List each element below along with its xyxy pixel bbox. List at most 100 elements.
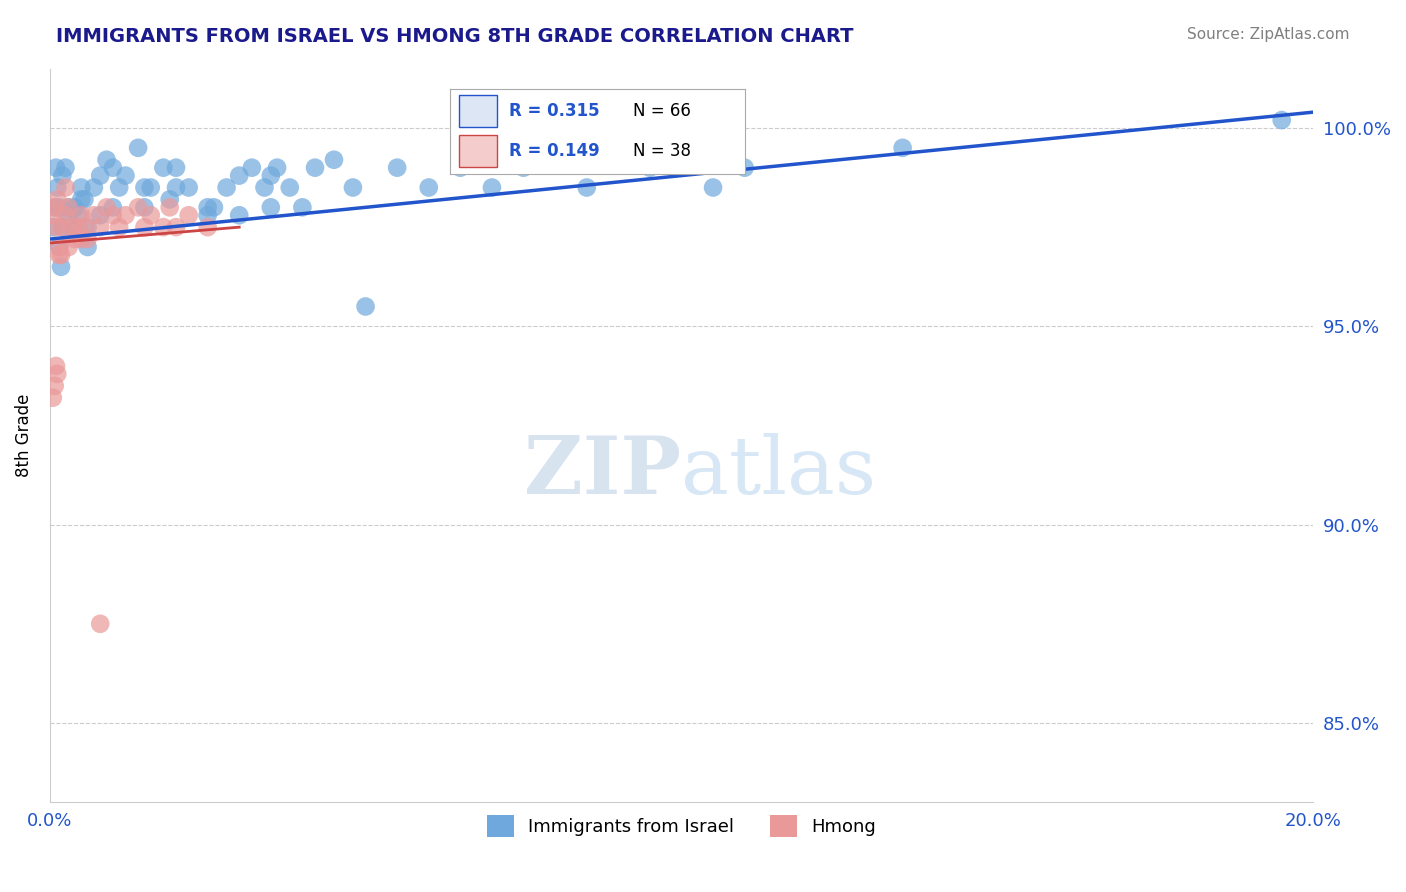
Point	[89, 169, 111, 183]
Text: atlas: atlas	[682, 434, 876, 511]
Point	[58, 240, 80, 254]
Point	[89, 220, 111, 235]
Point	[96, 153, 118, 167]
Point	[323, 153, 346, 167]
Point	[58, 200, 80, 214]
Point	[228, 169, 250, 183]
Point	[385, 161, 408, 175]
Point	[76, 232, 98, 246]
Point	[76, 240, 98, 254]
Point	[575, 180, 598, 194]
Point	[70, 180, 93, 194]
Point	[512, 161, 534, 175]
Point	[197, 200, 219, 214]
Point	[63, 200, 86, 214]
Point	[58, 208, 80, 222]
Point	[48, 248, 70, 262]
Point	[51, 169, 73, 183]
Point	[101, 200, 124, 214]
Point	[55, 161, 77, 175]
Point	[134, 220, 156, 235]
Point	[165, 161, 187, 175]
Point	[44, 379, 66, 393]
Text: Source: ZipAtlas.com: Source: ZipAtlas.com	[1187, 27, 1350, 42]
FancyBboxPatch shape	[458, 135, 498, 167]
Point	[215, 180, 238, 194]
Point	[114, 169, 136, 183]
Point	[418, 180, 440, 194]
Point	[152, 161, 174, 175]
Point	[449, 161, 471, 175]
Point	[159, 200, 181, 214]
Point	[45, 161, 67, 175]
Point	[89, 616, 111, 631]
Point	[291, 200, 314, 214]
Point	[134, 180, 156, 194]
Point	[240, 161, 263, 175]
Point	[266, 161, 288, 175]
Point	[60, 220, 83, 235]
Point	[83, 180, 105, 194]
Point	[177, 180, 200, 194]
Point	[76, 220, 98, 235]
Point	[127, 200, 149, 214]
Point	[139, 208, 162, 222]
Point	[638, 161, 661, 175]
Point	[49, 248, 72, 262]
FancyBboxPatch shape	[458, 95, 498, 128]
Point	[70, 193, 93, 207]
Point	[228, 208, 250, 222]
Point	[165, 180, 187, 194]
Point	[177, 208, 200, 222]
Point	[278, 180, 301, 194]
Point	[45, 359, 67, 373]
Point	[101, 208, 124, 222]
Point	[58, 200, 80, 214]
Point	[108, 220, 131, 235]
Text: R = 0.315: R = 0.315	[509, 103, 599, 120]
Y-axis label: 8th Grade: 8th Grade	[15, 393, 32, 477]
Point	[127, 141, 149, 155]
Point	[734, 161, 756, 175]
Point	[891, 141, 914, 155]
Point	[354, 300, 377, 314]
Point	[70, 232, 93, 246]
Point	[46, 193, 69, 207]
Point	[159, 193, 181, 207]
Point	[481, 180, 503, 194]
Point	[73, 220, 96, 235]
Point	[152, 220, 174, 235]
Point	[134, 200, 156, 214]
Point	[260, 169, 283, 183]
Text: N = 38: N = 38	[633, 142, 690, 160]
Point	[46, 180, 69, 194]
Point	[67, 220, 90, 235]
Point	[42, 208, 65, 222]
Point	[55, 180, 77, 194]
Point	[49, 260, 72, 274]
Point	[44, 200, 66, 214]
Point	[48, 240, 70, 254]
Point	[197, 220, 219, 235]
Point	[101, 161, 124, 175]
Point	[108, 180, 131, 194]
Point	[51, 220, 73, 235]
Point	[96, 200, 118, 214]
Point	[165, 220, 187, 235]
Point	[260, 200, 283, 214]
Point	[46, 367, 69, 381]
Point	[702, 180, 724, 194]
Point	[202, 200, 225, 214]
Point	[48, 240, 70, 254]
Point	[51, 220, 73, 235]
Point	[139, 180, 162, 194]
Point	[253, 180, 276, 194]
Text: ZIP: ZIP	[524, 434, 682, 511]
Point	[197, 208, 219, 222]
Text: R = 0.149: R = 0.149	[509, 142, 600, 160]
Point	[55, 208, 77, 222]
Point	[304, 161, 326, 175]
Point	[1271, 113, 1294, 128]
Text: IMMIGRANTS FROM ISRAEL VS HMONG 8TH GRADE CORRELATION CHART: IMMIGRANTS FROM ISRAEL VS HMONG 8TH GRAD…	[56, 27, 853, 45]
Legend: Immigrants from Israel, Hmong: Immigrants from Israel, Hmong	[479, 808, 883, 845]
